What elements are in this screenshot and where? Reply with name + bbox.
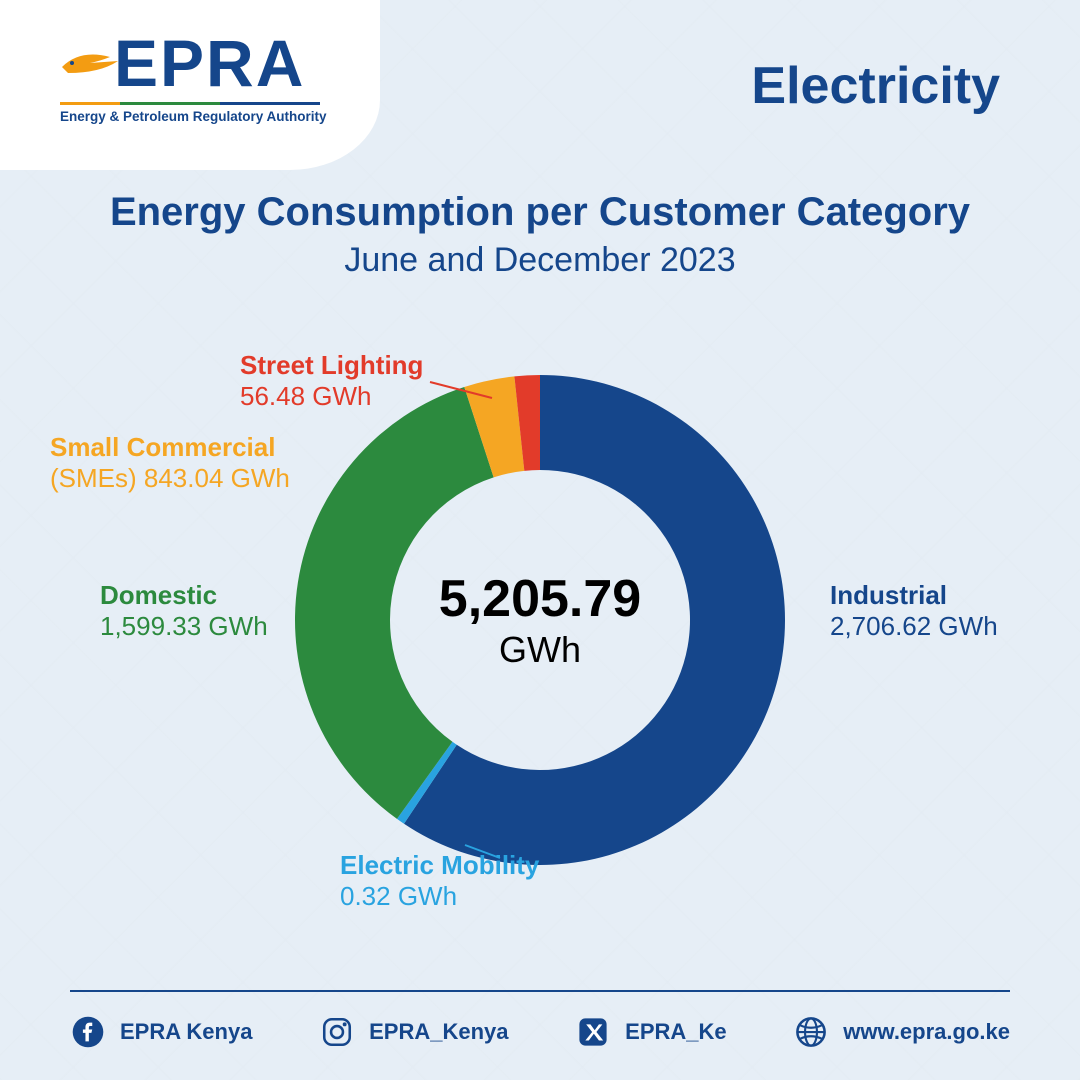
label-industrial: Industrial2,706.62 GWh	[830, 580, 998, 642]
label-name-sme: Small Commercial	[50, 432, 290, 463]
donut-chart	[0, 0, 1080, 1080]
instagram-icon	[319, 1014, 355, 1050]
social-globe[interactable]: www.epra.go.ke	[793, 1014, 1010, 1050]
total-unit: GWh	[439, 629, 641, 671]
label-value-domestic: 1,599.33 GWh	[100, 611, 268, 642]
label-value-electric_mobility: 0.32 GWh	[340, 881, 539, 912]
globe-icon	[793, 1014, 829, 1050]
label-sme: Small Commercial(SMEs) 843.04 GWh	[50, 432, 290, 494]
social-label: EPRA_Kenya	[369, 1019, 508, 1045]
social-instagram[interactable]: EPRA_Kenya	[319, 1014, 508, 1050]
social-label: EPRA_Ke	[625, 1019, 726, 1045]
social-facebook[interactable]: EPRA Kenya	[70, 1014, 252, 1050]
footer-divider	[70, 990, 1010, 992]
social-x[interactable]: EPRA_Ke	[575, 1014, 726, 1050]
label-domestic: Domestic1,599.33 GWh	[100, 580, 268, 642]
social-row: EPRA Kenya EPRA_Kenya EPRA_Ke www.epra.go.k…	[70, 1014, 1010, 1050]
center-total: 5,205.79 GWh	[439, 569, 641, 671]
label-electric_mobility: Electric Mobility0.32 GWh	[340, 850, 539, 912]
label-name-street: Street Lighting	[240, 350, 423, 381]
label-name-domestic: Domestic	[100, 580, 268, 611]
social-label: www.epra.go.ke	[843, 1019, 1010, 1045]
footer: EPRA Kenya EPRA_Kenya EPRA_Ke www.epra.go.k…	[70, 990, 1010, 1050]
label-street: Street Lighting56.48 GWh	[240, 350, 423, 412]
total-value: 5,205.79	[439, 569, 641, 629]
facebook-icon	[70, 1014, 106, 1050]
label-value-sme: (SMEs) 843.04 GWh	[50, 463, 290, 494]
label-value-industrial: 2,706.62 GWh	[830, 611, 998, 642]
social-label: EPRA Kenya	[120, 1019, 252, 1045]
label-name-industrial: Industrial	[830, 580, 998, 611]
x-icon	[575, 1014, 611, 1050]
label-value-street: 56.48 GWh	[240, 381, 423, 412]
label-name-electric_mobility: Electric Mobility	[340, 850, 539, 881]
